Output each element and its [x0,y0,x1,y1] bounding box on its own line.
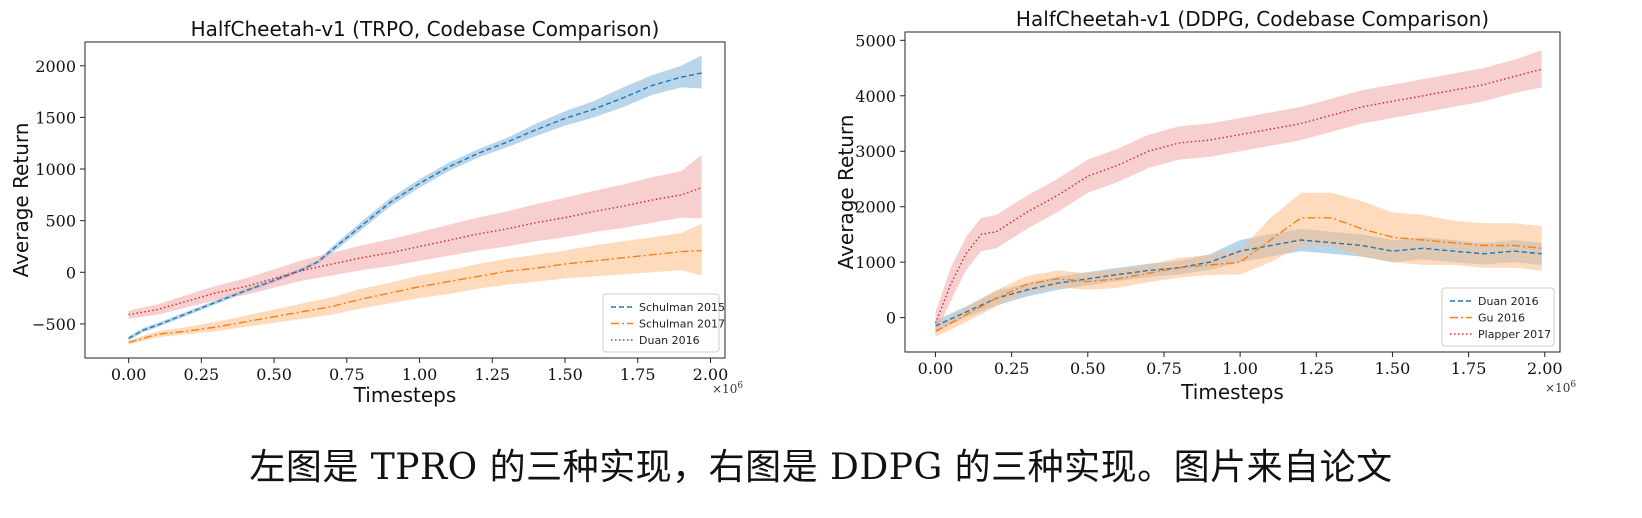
x-axis-label: Timesteps [353,383,457,407]
x-tick-label: 1.75 [620,365,656,384]
x-tick-label: 2.00 [693,365,729,384]
x-tick-label: 1.50 [547,365,583,384]
x-tick-label: 0.25 [994,359,1030,378]
legend-label: Duan 2016 [639,334,700,347]
legend: Duan 2016 Gu 2016 Plapper 2017 [1441,287,1555,347]
x-tick-label: 1.25 [474,365,510,384]
y-axis-label: Average Return [834,115,858,270]
band-duan-2016 [128,154,702,319]
legend-label: Duan 2016 [1478,295,1539,308]
x-tick-label: 0.25 [184,365,220,384]
y-tick-label: 5000 [855,31,896,50]
figure-caption: 左图是 TPRO 的三种实现，右图是 DDPG 的三种实现。图片来自论文 [249,447,1393,488]
x-tick-label: 0.50 [1070,359,1106,378]
plot-frame [904,31,1561,353]
y-tick-label: 1000 [35,160,76,179]
y-tick-label: 4000 [855,87,896,106]
x-tick-label: 2.00 [1527,359,1563,378]
series-line-duan-2016 [935,239,1542,327]
legend-box [1441,287,1555,347]
x-multiplier: ×106 [712,381,743,396]
legend-box [602,293,720,353]
x-tick-label: 0.00 [918,359,954,378]
x-multiplier-exponent: 6 [1570,380,1576,390]
y-tick-label: 3000 [855,142,896,161]
y-tick-label: 500 [45,212,76,231]
x-tick-label: 1.75 [1451,359,1487,378]
chart-title: HalfCheetah-v1 (DDPG, Codebase Compariso… [1016,7,1489,31]
y-tick-label: 0 [886,309,896,328]
legend-label: Gu 2016 [1478,312,1525,325]
plot-frame [84,41,726,359]
chart-title: HalfCheetah-v1 (TRPO, Codebase Compariso… [191,17,660,41]
x-multiplier: ×106 [1545,380,1576,395]
y-tick-label: 2000 [35,57,76,76]
x-tick-label: 0.00 [111,365,147,384]
x-tick-label: 1.00 [1222,359,1258,378]
band-plapper-2017 [935,50,1542,335]
y-tick-label: 2000 [855,198,896,217]
y-tick-label: −500 [32,315,76,334]
series-line-gu-2016 [935,217,1542,333]
y-tick-label: 0 [66,263,76,282]
x-tick-label: 1.25 [1298,359,1334,378]
y-axis-label: Average Return [9,123,33,278]
legend-label: Plapper 2017 [1478,328,1551,341]
series-line-schulman-2015 [128,72,702,340]
band-schulman-2015 [128,55,702,341]
x-tick-label: 0.50 [256,365,292,384]
chart-2: 0.00 0.25 0.50 0.75 1.00 1.25 1.50 1.75 2.00 0 100… [834,7,1576,404]
y-tick-label: 1500 [35,108,76,127]
series-line-schulman-2017 [128,249,702,344]
x-tick-label: 0.75 [329,365,365,384]
legend: Schulman 2015 Schulman 2017 Duan 2016 [602,293,725,353]
x-tick-label: 1.50 [1375,359,1411,378]
x-axis-label: Timesteps [1180,380,1284,404]
series-line-duan-2016 [128,186,702,316]
chart-1: 0.00 0.25 0.50 0.75 1.00 1.25 1.50 1.75 2.00 −500… [9,17,743,407]
figure: 0.00 0.25 0.50 0.75 1.00 1.25 1.50 1.75 2.00 −500… [9,7,1576,407]
x-tick-label: 1.00 [402,365,438,384]
legend-label: Schulman 2017 [639,318,725,331]
x-multiplier-exponent: 6 [737,381,743,391]
x-tick-label: 0.75 [1146,359,1182,378]
band-gu-2016 [935,192,1542,337]
y-tick-label: 1000 [855,253,896,272]
legend-label: Schulman 2015 [639,301,725,314]
band-schulman-2017 [128,223,702,345]
